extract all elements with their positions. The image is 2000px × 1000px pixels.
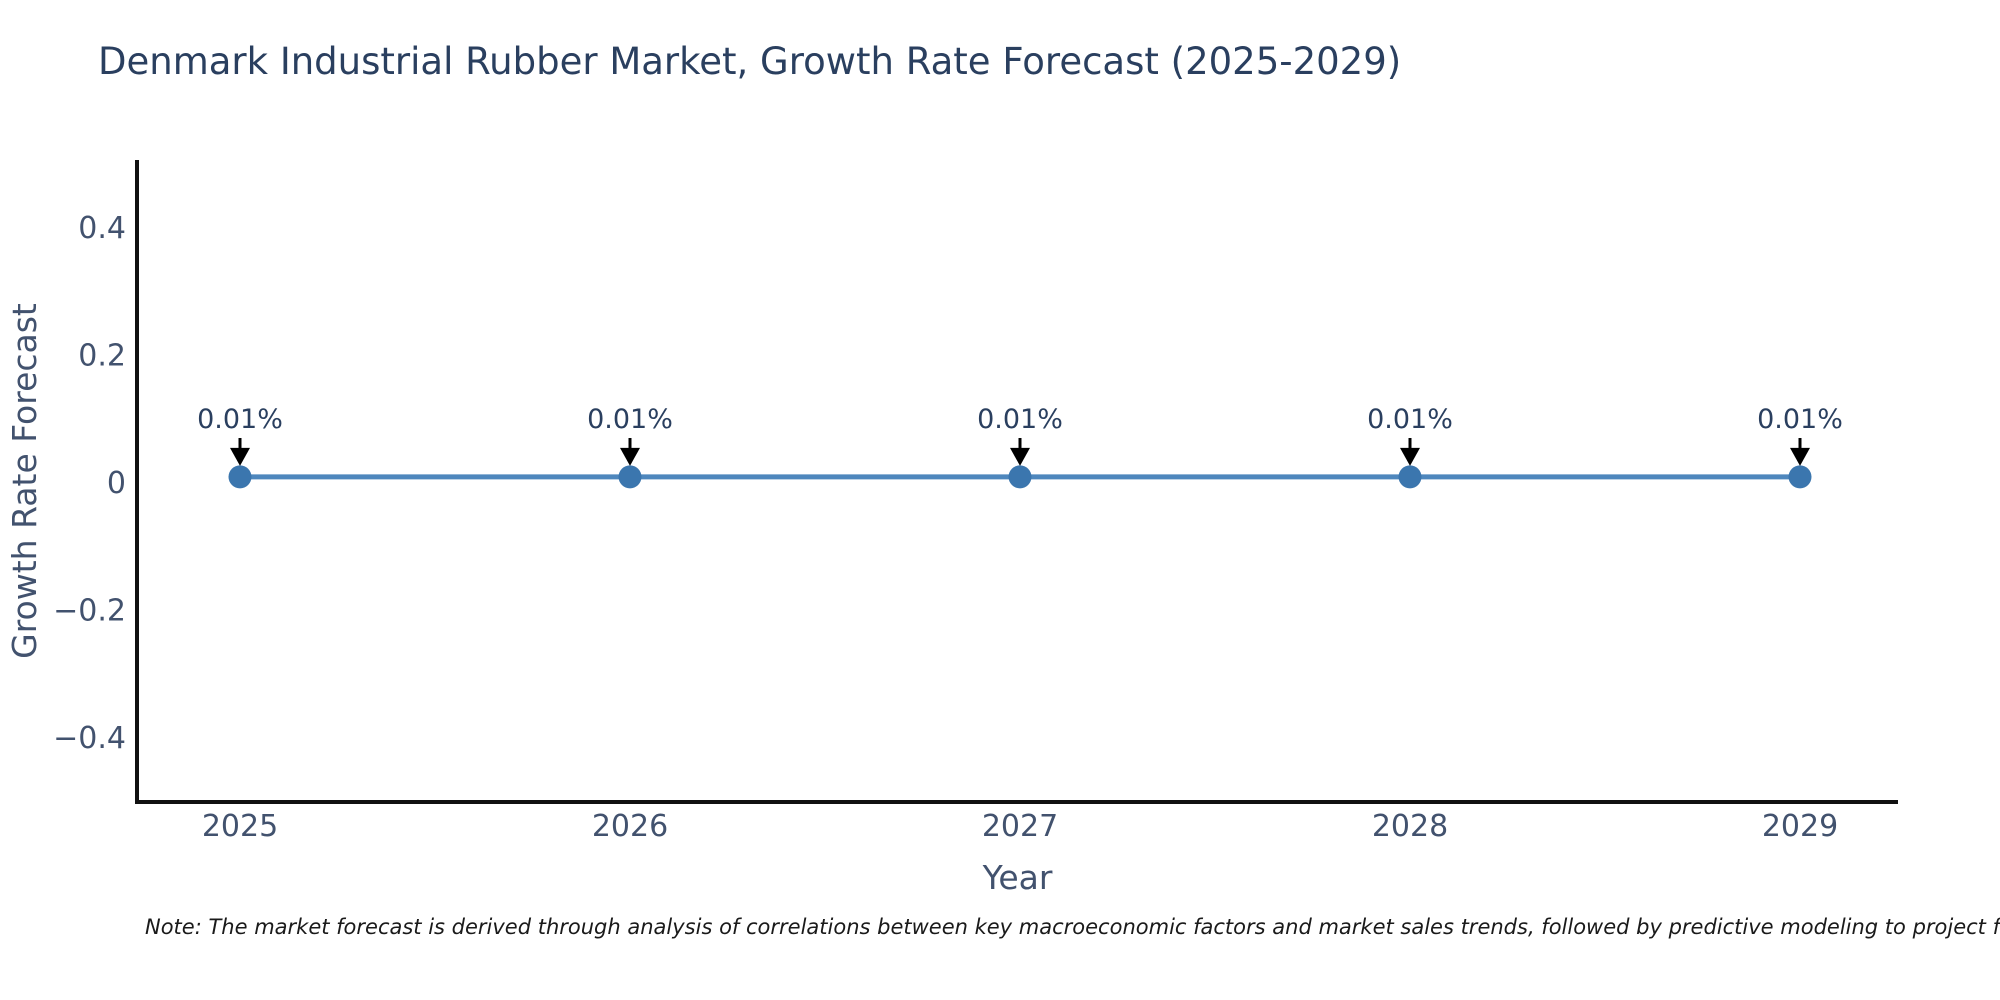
y-tick-label: 0.4 xyxy=(78,211,126,246)
y-tick-label: −0.2 xyxy=(53,594,126,629)
point-annotation: 0.01% xyxy=(197,404,283,435)
point-annotation: 0.01% xyxy=(1367,404,1453,435)
data-point-2026[interactable] xyxy=(618,465,642,489)
x-tick-label: 2025 xyxy=(202,809,278,844)
x-axis-title: Year xyxy=(982,858,1053,897)
x-tick-label: 2029 xyxy=(1762,809,1838,844)
annotation-arrowhead xyxy=(1010,447,1030,466)
annotation-arrowhead xyxy=(1790,447,1810,466)
data-point-2025[interactable] xyxy=(228,465,252,489)
axis-lines xyxy=(135,160,1898,804)
x-tick-label: 2027 xyxy=(982,809,1058,844)
data-point-2029[interactable] xyxy=(1788,465,1812,489)
y-tick-label: 0 xyxy=(107,466,126,501)
y-tick-label: 0.2 xyxy=(78,339,126,374)
x-tick-label: 2028 xyxy=(1372,809,1448,844)
chart-title: Denmark Industrial Rubber Market, Growth… xyxy=(98,40,1402,83)
annotation-arrowhead xyxy=(620,447,640,466)
y-axis-title: Growth Rate Forecast xyxy=(5,303,44,659)
point-annotation: 0.01% xyxy=(977,404,1063,435)
point-annotation: 0.01% xyxy=(1757,404,1843,435)
x-tick-label: 2026 xyxy=(592,809,668,844)
annotation-arrowhead xyxy=(1400,447,1420,466)
point-annotation: 0.01% xyxy=(587,404,673,435)
data-point-2028[interactable] xyxy=(1398,465,1422,489)
methodology-note: Note: The market forecast is derived thr… xyxy=(145,915,2000,939)
annotation-arrowhead xyxy=(230,447,250,466)
data-point-2027[interactable] xyxy=(1008,465,1032,489)
y-tick-label: −0.4 xyxy=(53,721,126,756)
